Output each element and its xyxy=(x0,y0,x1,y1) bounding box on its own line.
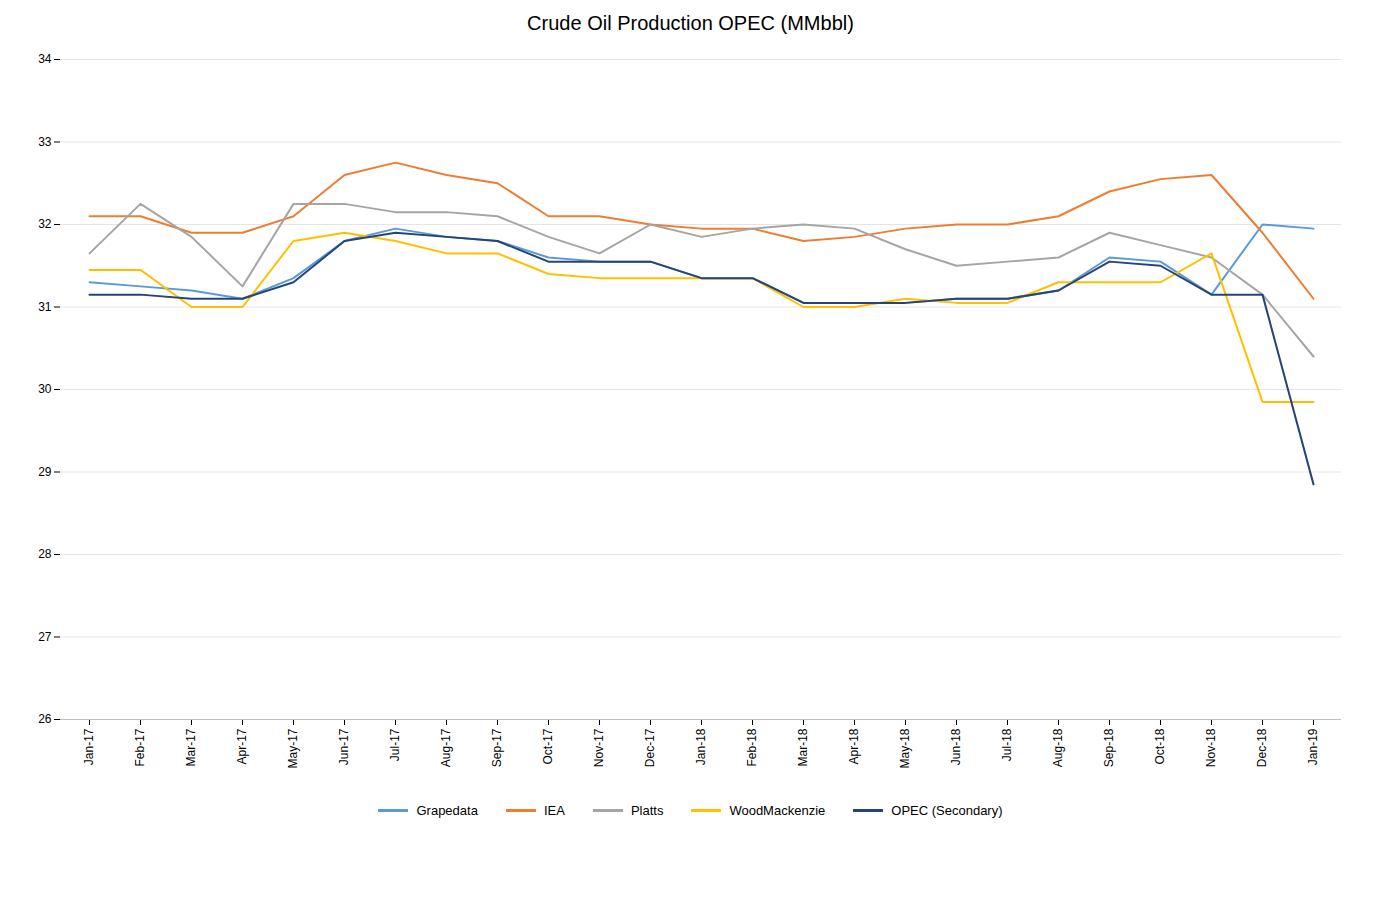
svg-text:Jan-19: Jan-19 xyxy=(1306,728,1320,765)
html-text:Grapedata: Grapedata xyxy=(416,803,478,818)
svg-text:Jul-17: Jul-17 xyxy=(388,728,402,761)
html-text:WoodMackenzie: WoodMackenzie xyxy=(729,803,826,818)
html-text:Platts: Platts xyxy=(630,803,664,818)
svg-text:31: 31 xyxy=(38,300,52,314)
svg-text:Feb-17: Feb-17 xyxy=(133,728,147,766)
svg-text:Sep-18: Sep-18 xyxy=(1102,728,1116,767)
svg-text:27: 27 xyxy=(38,630,52,644)
svg-text:Nov-18: Nov-18 xyxy=(1204,728,1218,767)
html-text:OPEC (Secondary): OPEC (Secondary) xyxy=(891,803,1003,818)
svg-text:28: 28 xyxy=(38,547,52,561)
svg-text:Mar-17: Mar-17 xyxy=(184,728,198,766)
svg-text:33: 33 xyxy=(38,135,52,149)
svg-text:Jan-18: Jan-18 xyxy=(694,728,708,765)
svg-text:Jan-17: Jan-17 xyxy=(82,728,96,765)
svg-text:Aug-17: Aug-17 xyxy=(439,728,453,767)
svg-text:May-17: May-17 xyxy=(286,728,300,768)
html-text:Crude Oil Production OPEC (MMb: Crude Oil Production OPEC (MMbbl) xyxy=(527,12,854,34)
svg-text:Nov-17: Nov-17 xyxy=(592,728,606,767)
svg-text:Apr-18: Apr-18 xyxy=(847,728,861,764)
svg-text:26: 26 xyxy=(38,712,52,726)
svg-text:29: 29 xyxy=(38,465,52,479)
svg-text:May-18: May-18 xyxy=(898,728,912,768)
svg-text:Dec-17: Dec-17 xyxy=(643,728,657,767)
svg-text:34: 34 xyxy=(38,52,52,66)
html-text:IEA: IEA xyxy=(543,803,565,818)
svg-text:Oct-17: Oct-17 xyxy=(541,728,555,764)
svg-text:Dec-18: Dec-18 xyxy=(1255,728,1269,767)
svg-text:32: 32 xyxy=(38,217,52,231)
svg-text:Jun-18: Jun-18 xyxy=(949,728,963,765)
svg-text:Aug-18: Aug-18 xyxy=(1051,728,1065,767)
svg-text:Apr-17: Apr-17 xyxy=(235,728,249,764)
svg-text:Oct-18: Oct-18 xyxy=(1153,728,1167,764)
svg-text:Jul-18: Jul-18 xyxy=(1000,728,1014,761)
svg-text:Mar-18: Mar-18 xyxy=(796,728,810,766)
svg-text:30: 30 xyxy=(38,382,52,396)
svg-text:Feb-18: Feb-18 xyxy=(745,728,759,766)
svg-text:Sep-17: Sep-17 xyxy=(490,728,504,767)
svg-text:Jun-17: Jun-17 xyxy=(337,728,351,765)
